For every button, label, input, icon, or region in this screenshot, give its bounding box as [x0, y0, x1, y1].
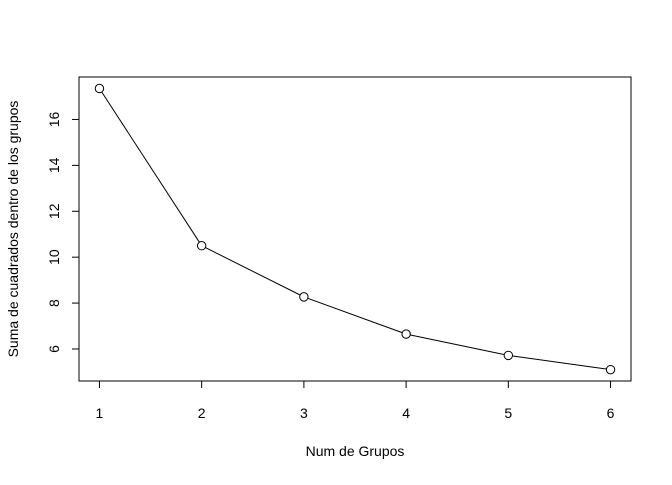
data-point — [94, 83, 105, 94]
x-tick-label: 2 — [198, 405, 206, 421]
data-point — [503, 350, 514, 361]
series-line-segment — [307, 297, 403, 333]
plot-frame — [78, 76, 632, 382]
y-tick-label: 8 — [46, 299, 62, 307]
series-line-segment — [205, 247, 301, 296]
x-tick-label: 1 — [96, 405, 104, 421]
y-axis-label: Suma de cuadrados dentro de los grupos — [5, 101, 21, 358]
series-layer — [94, 83, 616, 375]
y-tick-label: 10 — [46, 249, 62, 265]
series-line-segment — [512, 355, 607, 370]
x-tick-label: 6 — [607, 405, 615, 421]
series-line-segment — [410, 334, 505, 355]
data-point — [196, 240, 207, 251]
y-tick-label: 6 — [46, 345, 62, 353]
data-point — [401, 329, 411, 339]
x-axis-label: Num de Grupos — [306, 443, 405, 459]
y-axis: 6 8 10 12 14 16 — [46, 111, 80, 353]
x-tick-label: 5 — [504, 405, 512, 421]
x-tick-label: 3 — [300, 405, 308, 421]
x-tick-label: 4 — [402, 405, 410, 421]
data-point — [299, 292, 309, 302]
y-tick-label: 12 — [46, 203, 62, 219]
series-line-segment — [101, 91, 200, 243]
data-point — [605, 364, 616, 375]
x-axis: 1 2 3 4 5 6 — [96, 380, 615, 421]
y-tick-label: 16 — [46, 111, 62, 127]
y-tick-label: 14 — [46, 157, 62, 173]
